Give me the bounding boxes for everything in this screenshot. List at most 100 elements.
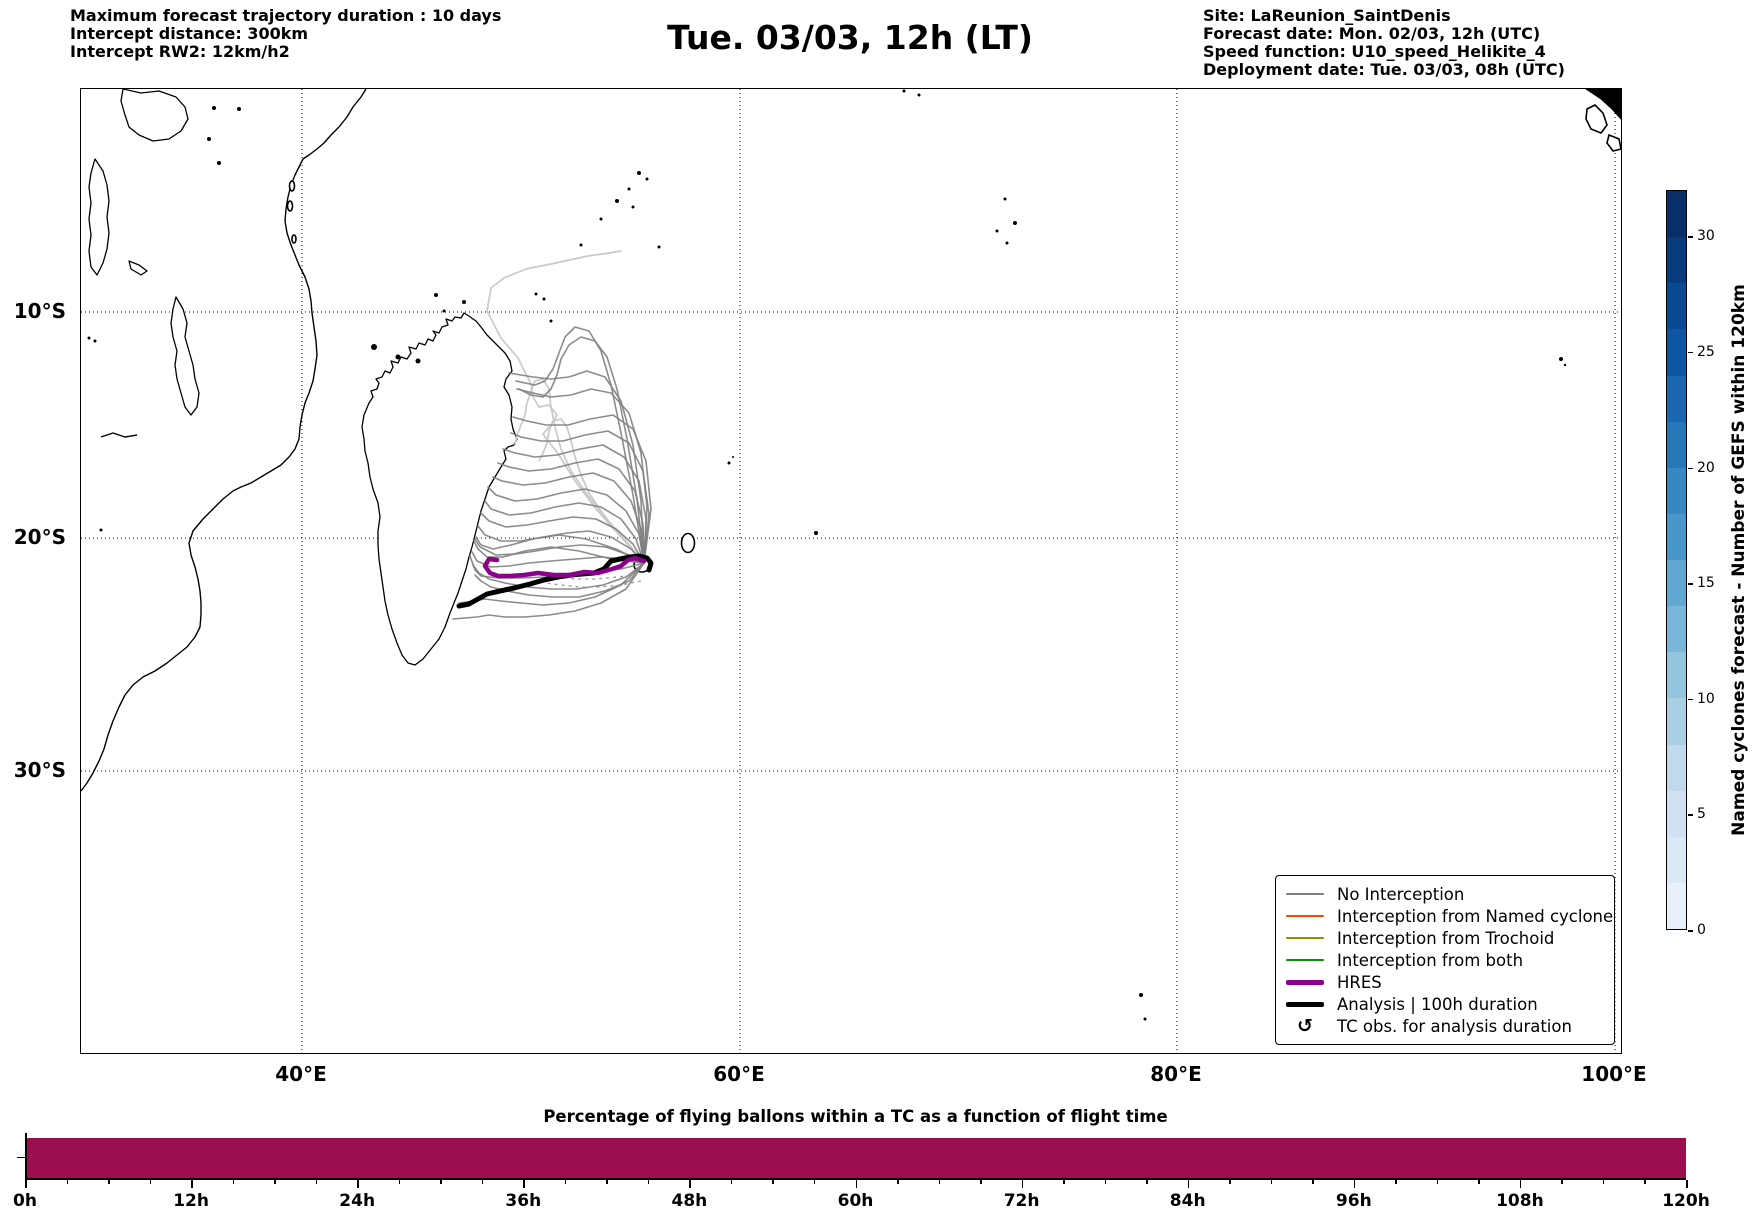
colorbar-tick-label: 25 xyxy=(1697,343,1715,360)
flight-time-tick-label: 36h xyxy=(505,1191,542,1211)
legend-line-swatch xyxy=(1286,893,1324,895)
small-island-dot xyxy=(207,137,211,141)
legend-item-label: Interception from Trochoid xyxy=(1337,928,1555,948)
small-island-dot xyxy=(534,292,538,296)
small-island-dot xyxy=(917,93,921,97)
forecast-settings-text: Maximum forecast trajectory duration : 1… xyxy=(70,6,502,61)
small-island-dot xyxy=(579,243,583,247)
cyclone-symbol-icon: ↺ xyxy=(1297,1015,1313,1037)
legend-line-swatch xyxy=(1286,959,1324,961)
flight-time-tick-label: 48h xyxy=(671,1191,708,1211)
small-island-dot xyxy=(442,309,446,313)
small-island-dot xyxy=(415,358,421,364)
site-info-text: Site: LaReunion_SaintDenis Forecast date… xyxy=(1203,6,1565,79)
colorbar-tick-label: 10 xyxy=(1697,690,1715,707)
flight-time-tick-label: 84h xyxy=(1169,1191,1206,1211)
small-island-dot xyxy=(615,199,619,203)
legend-item: Analysis | 100h duration xyxy=(1286,993,1604,1015)
flight-time-tick-label: 72h xyxy=(1003,1191,1040,1211)
colorbar-label: Named cyclones forecast - Number of GEFS… xyxy=(1729,284,1749,836)
legend-item-label: Analysis | 100h duration xyxy=(1337,994,1538,1014)
legend-item: Interception from Named cyclone xyxy=(1286,905,1613,927)
small-island-dot xyxy=(549,319,553,323)
small-island-dot xyxy=(434,293,438,297)
small-island-dot xyxy=(732,456,734,458)
figure-title: Tue. 03/03, 12h (LT) xyxy=(667,18,1033,57)
coastline xyxy=(88,158,110,276)
legend-item: HRES xyxy=(1286,971,1604,993)
map-legend: No Interception Interception from Named c… xyxy=(1275,875,1615,1045)
lat-tick-label: 30°S xyxy=(13,758,66,782)
colorbar-tick-label: 30 xyxy=(1697,228,1715,245)
legend-item-label: Interception from both xyxy=(1337,950,1524,970)
colorbar-tick-label: 0 xyxy=(1697,922,1706,938)
trajectory-hres xyxy=(482,555,647,579)
small-island-dot xyxy=(99,528,103,532)
coastline xyxy=(1585,104,1608,134)
trajectory-gray xyxy=(512,414,652,564)
coastline xyxy=(81,89,367,792)
small-island-dot xyxy=(237,107,241,111)
legend-item-label: Interception from Named cyclone xyxy=(1337,906,1614,926)
small-island-dot xyxy=(645,177,649,181)
small-island-dot xyxy=(657,245,661,249)
small-island-dot xyxy=(212,106,216,110)
colorbar-tick-label: 15 xyxy=(1697,575,1715,592)
island-outline xyxy=(680,532,696,554)
lon-tick-label: 80°E xyxy=(1150,1062,1202,1086)
small-island-dot xyxy=(995,229,999,233)
trajectory-gray xyxy=(484,500,645,564)
small-island-dot xyxy=(637,171,641,175)
island-outline xyxy=(291,234,297,244)
coastline xyxy=(1606,133,1621,152)
coastline xyxy=(128,260,148,276)
legend-item: No Interception xyxy=(1286,883,1604,905)
coastline xyxy=(361,312,518,666)
bottom-chart-left-spine xyxy=(25,1133,27,1178)
small-island-dot xyxy=(87,336,91,340)
trajectory-gray xyxy=(515,326,645,564)
small-island-dot xyxy=(395,354,401,360)
legend-item: ↺ TC obs. for analysis duration xyxy=(1286,1015,1604,1037)
legend-item-label: HRES xyxy=(1337,972,1382,992)
lat-tick-label: 20°S xyxy=(13,525,66,549)
trajectory-gray xyxy=(487,486,645,564)
flight-time-tick-label: 60h xyxy=(837,1191,874,1211)
flight-time-tick-label: 108h xyxy=(1496,1191,1544,1211)
coastline xyxy=(170,296,200,416)
flight-time-tick-label: 120h xyxy=(1662,1191,1710,1211)
trajectory-dash xyxy=(556,574,638,580)
coastline xyxy=(100,432,138,438)
bottom-chart-y-tick xyxy=(17,1157,25,1158)
trajectory-gray xyxy=(516,388,648,564)
coastline xyxy=(1585,89,1621,120)
coastline xyxy=(120,89,189,142)
bottom-chart-title: Percentage of flying ballons within a TC… xyxy=(543,1107,1168,1126)
small-island-dot xyxy=(462,300,466,304)
lon-tick-label: 100°E xyxy=(1581,1062,1647,1086)
small-island-dot xyxy=(542,297,546,301)
small-island-dot xyxy=(902,89,906,93)
small-island-dot xyxy=(631,205,635,209)
trajectory-gray xyxy=(518,336,645,564)
small-island-dot xyxy=(371,344,377,350)
trajectory-gray xyxy=(502,444,647,564)
flight-time-tick-label: 0h xyxy=(13,1191,37,1211)
legend-line-swatch xyxy=(1286,915,1324,917)
trajectory-gray xyxy=(472,562,645,590)
lat-tick-label: 10°S xyxy=(13,299,66,323)
small-island-dot xyxy=(1143,1017,1147,1021)
island-outline xyxy=(286,200,294,212)
small-island-dot xyxy=(93,339,97,343)
legend-item-label: No Interception xyxy=(1337,884,1465,904)
small-island-dot xyxy=(1139,993,1143,997)
flight-time-tick-label: 96h xyxy=(1335,1191,1372,1211)
trajectory-gray xyxy=(475,534,645,564)
lon-tick-label: 40°E xyxy=(275,1062,327,1086)
trajectory-pale xyxy=(514,378,645,564)
trajectory-gray xyxy=(474,538,645,564)
trajectory-gray xyxy=(452,562,645,620)
trajectory-gray xyxy=(480,512,645,564)
map-canvas xyxy=(81,89,1621,1053)
